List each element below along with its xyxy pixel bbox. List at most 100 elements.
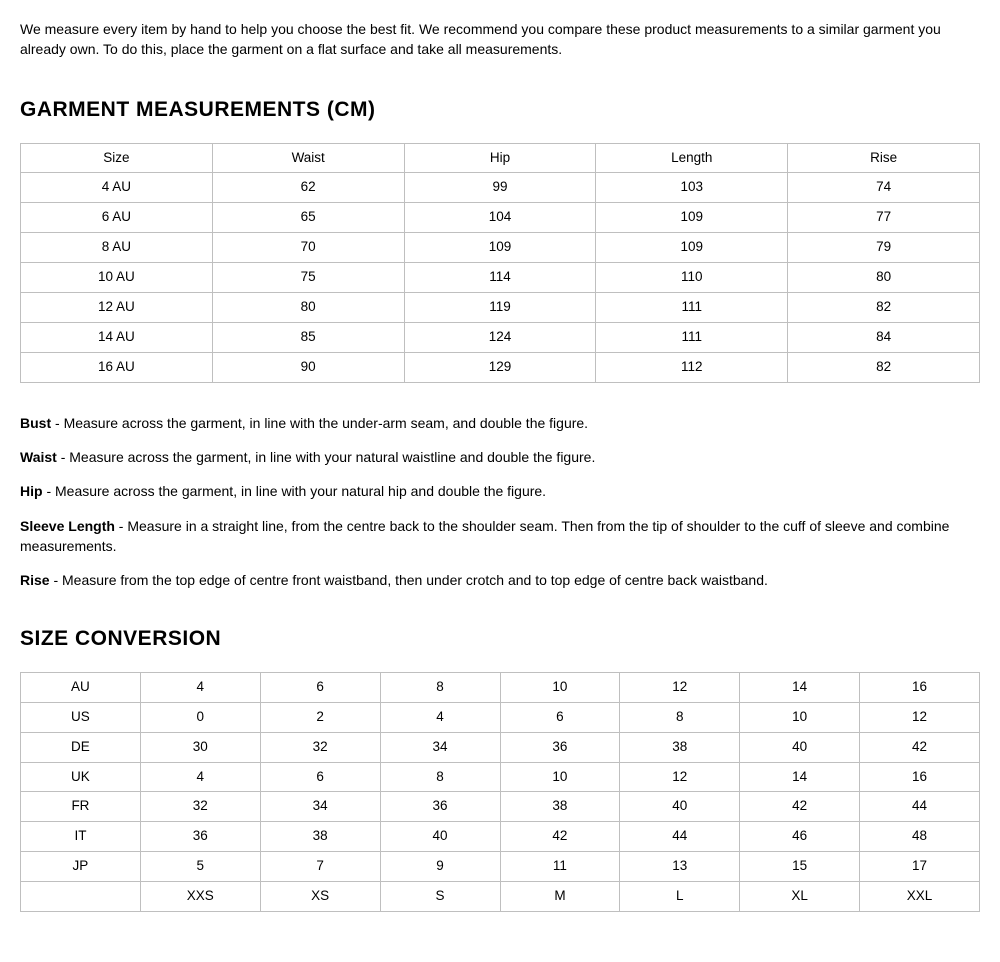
table-cell: 36 — [380, 792, 500, 822]
definition-line: Bust - Measure across the garment, in li… — [20, 413, 980, 433]
table-cell: AU — [21, 672, 141, 702]
table-cell: 30 — [140, 732, 260, 762]
table-cell: 16 — [860, 762, 980, 792]
table-cell: 14 AU — [21, 322, 213, 352]
table-cell: 109 — [596, 233, 788, 263]
garment-measurements-table: SizeWaistHipLengthRise4 AU6299103746 AU6… — [20, 143, 980, 383]
definition-text: - Measure from the top edge of centre fr… — [50, 572, 768, 588]
table-row: 16 AU9012911282 — [21, 352, 980, 382]
table-cell: 109 — [404, 233, 596, 263]
definition-term: Rise — [20, 572, 50, 588]
table-row: 8 AU7010910979 — [21, 233, 980, 263]
table-cell: 8 AU — [21, 233, 213, 263]
definition-term: Hip — [20, 483, 43, 499]
table-cell: DE — [21, 732, 141, 762]
table-cell: 110 — [596, 263, 788, 293]
table-cell: 5 — [140, 852, 260, 882]
table-cell: 42 — [500, 822, 620, 852]
table-cell: 80 — [212, 293, 404, 323]
table-cell: JP — [21, 852, 141, 882]
definition-text: - Measure across the garment, in line wi… — [43, 483, 547, 499]
table-cell: 40 — [620, 792, 740, 822]
table-cell: 40 — [380, 822, 500, 852]
table-cell: 62 — [212, 173, 404, 203]
table-cell: 38 — [620, 732, 740, 762]
table-cell: IT — [21, 822, 141, 852]
table-cell: 10 AU — [21, 263, 213, 293]
table-cell: 14 — [740, 762, 860, 792]
definition-text: - Measure across the garment, in line wi… — [57, 449, 596, 465]
table-cell: 10 — [500, 672, 620, 702]
table-cell: 16 — [860, 672, 980, 702]
definition-line: Rise - Measure from the top edge of cent… — [20, 570, 980, 590]
table-row: 4 AU629910374 — [21, 173, 980, 203]
table-cell: 38 — [260, 822, 380, 852]
table-cell: 112 — [596, 352, 788, 382]
table-cell: 8 — [620, 702, 740, 732]
table-cell: 111 — [596, 322, 788, 352]
table-row: 14 AU8512411184 — [21, 322, 980, 352]
table-cell: 10 — [740, 702, 860, 732]
size-conversion-table: AU46810121416US024681012DE30323436384042… — [20, 672, 980, 912]
table-cell: XXL — [860, 882, 980, 912]
table-cell: 119 — [404, 293, 596, 323]
table-cell: L — [620, 882, 740, 912]
table-cell: 16 AU — [21, 352, 213, 382]
table-cell: 4 — [380, 702, 500, 732]
table-row: UK46810121416 — [21, 762, 980, 792]
table-cell: 36 — [140, 822, 260, 852]
table-cell: 12 AU — [21, 293, 213, 323]
table-cell: 32 — [140, 792, 260, 822]
table-row: 12 AU8011911182 — [21, 293, 980, 323]
table-row: DE30323436384042 — [21, 732, 980, 762]
table-cell: 4 — [140, 672, 260, 702]
table-cell: 99 — [404, 173, 596, 203]
definition-term: Waist — [20, 449, 57, 465]
table-cell: 13 — [620, 852, 740, 882]
table-row: IT36384042444648 — [21, 822, 980, 852]
definition-line: Hip - Measure across the garment, in lin… — [20, 481, 980, 501]
table-header-cell: Length — [596, 143, 788, 173]
table-cell: 85 — [212, 322, 404, 352]
table-header-cell: Size — [21, 143, 213, 173]
table-cell: 44 — [620, 822, 740, 852]
table-cell: 79 — [788, 233, 980, 263]
table-cell: 17 — [860, 852, 980, 882]
table-cell: FR — [21, 792, 141, 822]
table-cell: 12 — [860, 702, 980, 732]
definition-term: Sleeve Length — [20, 518, 115, 534]
table-cell: US — [21, 702, 141, 732]
table-row: AU46810121416 — [21, 672, 980, 702]
intro-paragraph: We measure every item by hand to help yo… — [20, 20, 980, 59]
table-cell: 65 — [212, 203, 404, 233]
table-cell: 40 — [740, 732, 860, 762]
table-cell: XS — [260, 882, 380, 912]
table-cell: 8 — [380, 672, 500, 702]
table-cell: 70 — [212, 233, 404, 263]
table-cell: 8 — [380, 762, 500, 792]
table-cell: 129 — [404, 352, 596, 382]
table-cell: 44 — [860, 792, 980, 822]
table-header-cell: Waist — [212, 143, 404, 173]
table-cell: 34 — [260, 792, 380, 822]
definition-text: - Measure across the garment, in line wi… — [51, 415, 588, 431]
table-cell: 124 — [404, 322, 596, 352]
table-cell: 84 — [788, 322, 980, 352]
garment-measurements-heading: GARMENT MEASUREMENTS (CM) — [20, 95, 980, 124]
table-cell: S — [380, 882, 500, 912]
table-cell: 10 — [500, 762, 620, 792]
table-cell: 0 — [140, 702, 260, 732]
table-cell: 77 — [788, 203, 980, 233]
table-cell: 90 — [212, 352, 404, 382]
table-cell: 6 — [500, 702, 620, 732]
table-cell: 48 — [860, 822, 980, 852]
table-row: 10 AU7511411080 — [21, 263, 980, 293]
definition-line: Sleeve Length - Measure in a straight li… — [20, 516, 980, 557]
table-cell: 9 — [380, 852, 500, 882]
definition-text: - Measure in a straight line, from the c… — [20, 518, 949, 554]
table-cell: 4 — [140, 762, 260, 792]
table-cell: 34 — [380, 732, 500, 762]
table-row: XXSXSSMLXLXXL — [21, 882, 980, 912]
table-cell: UK — [21, 762, 141, 792]
table-cell: 80 — [788, 263, 980, 293]
